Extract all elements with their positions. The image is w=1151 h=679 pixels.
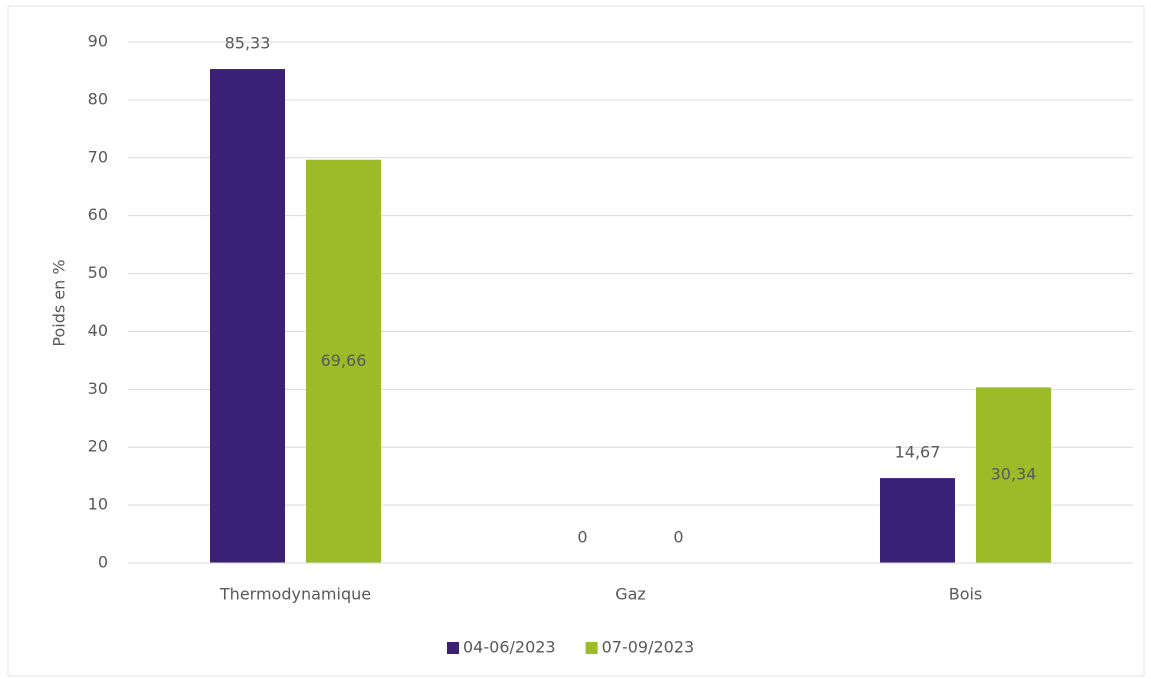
y-axis-title: Poids en % [50,259,69,346]
x-tick-label: Bois [949,585,983,604]
y-tick-label: 60 [88,205,108,224]
x-tick-label: Thermodynamique [219,585,371,604]
y-tick-label: 40 [88,321,108,340]
data-label: 0 [577,528,587,547]
y-tick-label: 80 [88,89,108,108]
x-tick-label: Gaz [615,585,646,604]
chart-border [7,5,1145,677]
bar [976,387,1051,563]
legend-label: 04-06/2023 [463,638,556,657]
y-tick-label: 20 [88,437,108,456]
data-label: 30,34 [991,465,1037,484]
bar [210,69,285,563]
bar [306,159,381,563]
y-tick-label: 70 [88,147,108,166]
y-tick-label: 50 [88,263,108,282]
data-label: 0 [673,528,683,547]
data-label: 85,33 [225,34,271,53]
y-tick-label: 10 [88,495,108,514]
y-tick-label: 90 [88,32,108,51]
legend-swatch [585,642,598,654]
legend-swatch [447,642,459,654]
bar [880,478,955,563]
data-label: 69,66 [321,351,367,370]
y-tick-label: 30 [88,379,108,398]
legend-label: 07-09/2023 [602,638,695,657]
y-tick-label: 0 [98,553,108,572]
data-label: 14,67 [895,443,941,462]
